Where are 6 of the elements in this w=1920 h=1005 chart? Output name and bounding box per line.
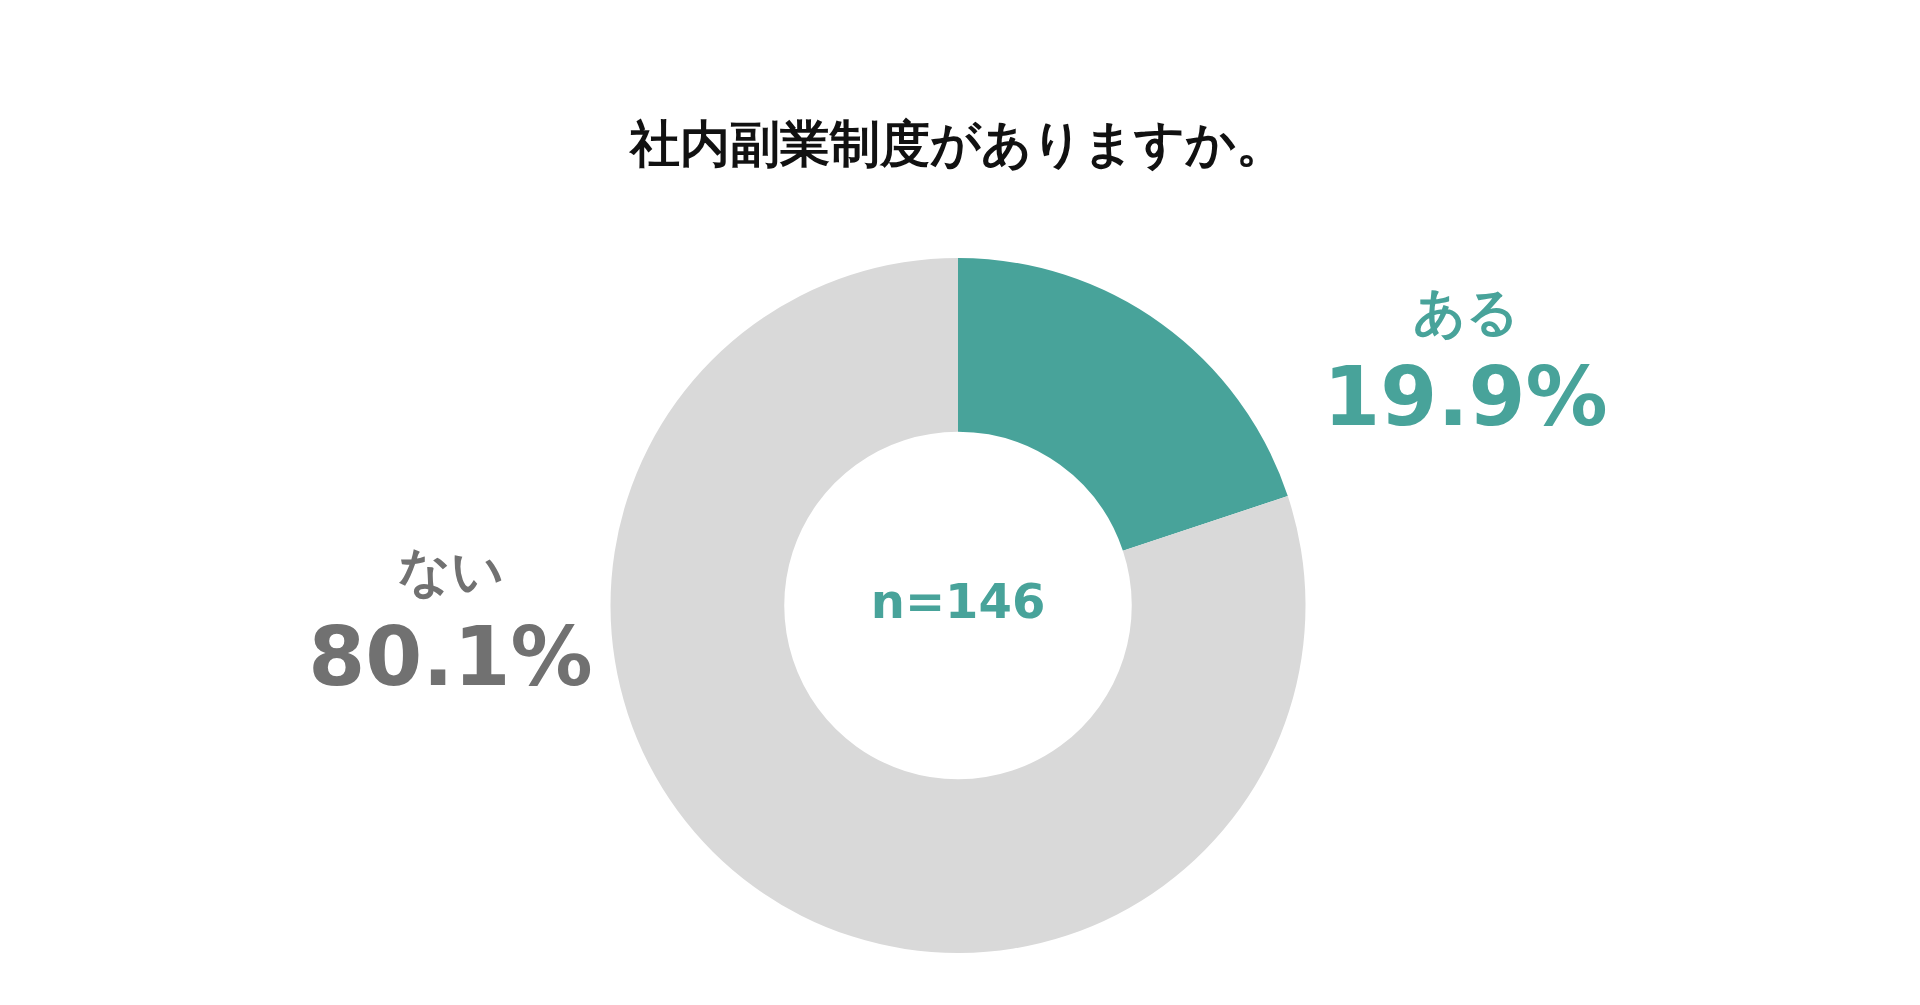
- data-label: 19.9%: [1323, 349, 1608, 445]
- data-label: 80.1%: [308, 608, 593, 704]
- slice-label: ない: [397, 541, 504, 602]
- text: n=146: [870, 572, 1046, 629]
- slice-label: ある: [1412, 281, 1519, 342]
- chart-title: 社内副業制度がありますか。: [628, 114, 1286, 173]
